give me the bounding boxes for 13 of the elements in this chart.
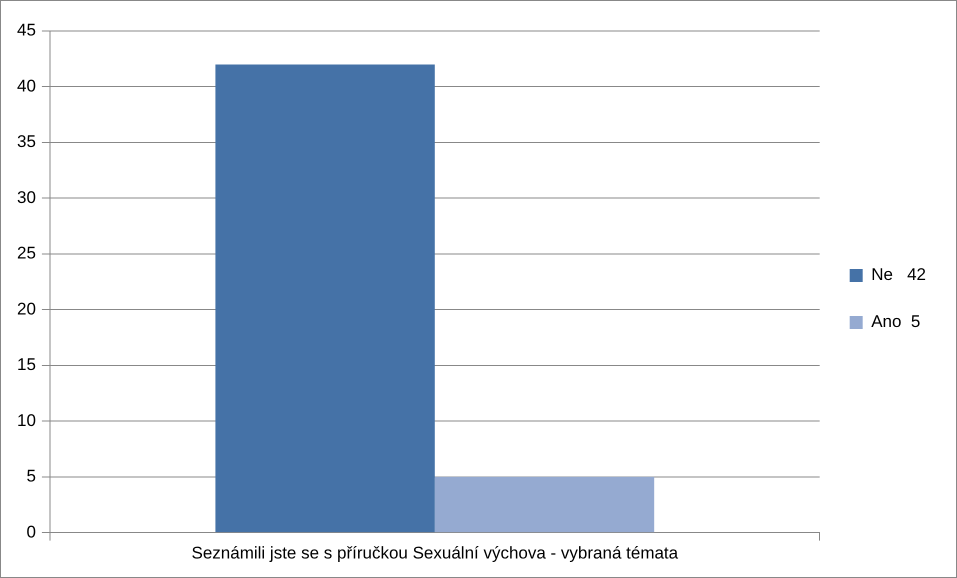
- y-tick-label: 45: [16, 20, 36, 40]
- y-tick-label: 40: [16, 76, 36, 96]
- y-tick-label: 35: [16, 132, 36, 152]
- y-tick-label: 10: [16, 410, 36, 430]
- legend-label: Ne 42: [871, 265, 926, 284]
- y-tick-label: 15: [16, 355, 36, 374]
- y-tick-label: 0: [26, 522, 36, 542]
- x-tick-label: Seznámili jste se s příručkou Sexuální výchova - vybraná témata: [191, 543, 679, 562]
- y-tick-label: 25: [16, 244, 36, 263]
- y-tick-label: 30: [16, 188, 36, 207]
- y-tick-label: 5: [26, 466, 36, 486]
- legend-label: Ano 5: [871, 312, 920, 332]
- y-tick-label: 20: [16, 299, 36, 318]
